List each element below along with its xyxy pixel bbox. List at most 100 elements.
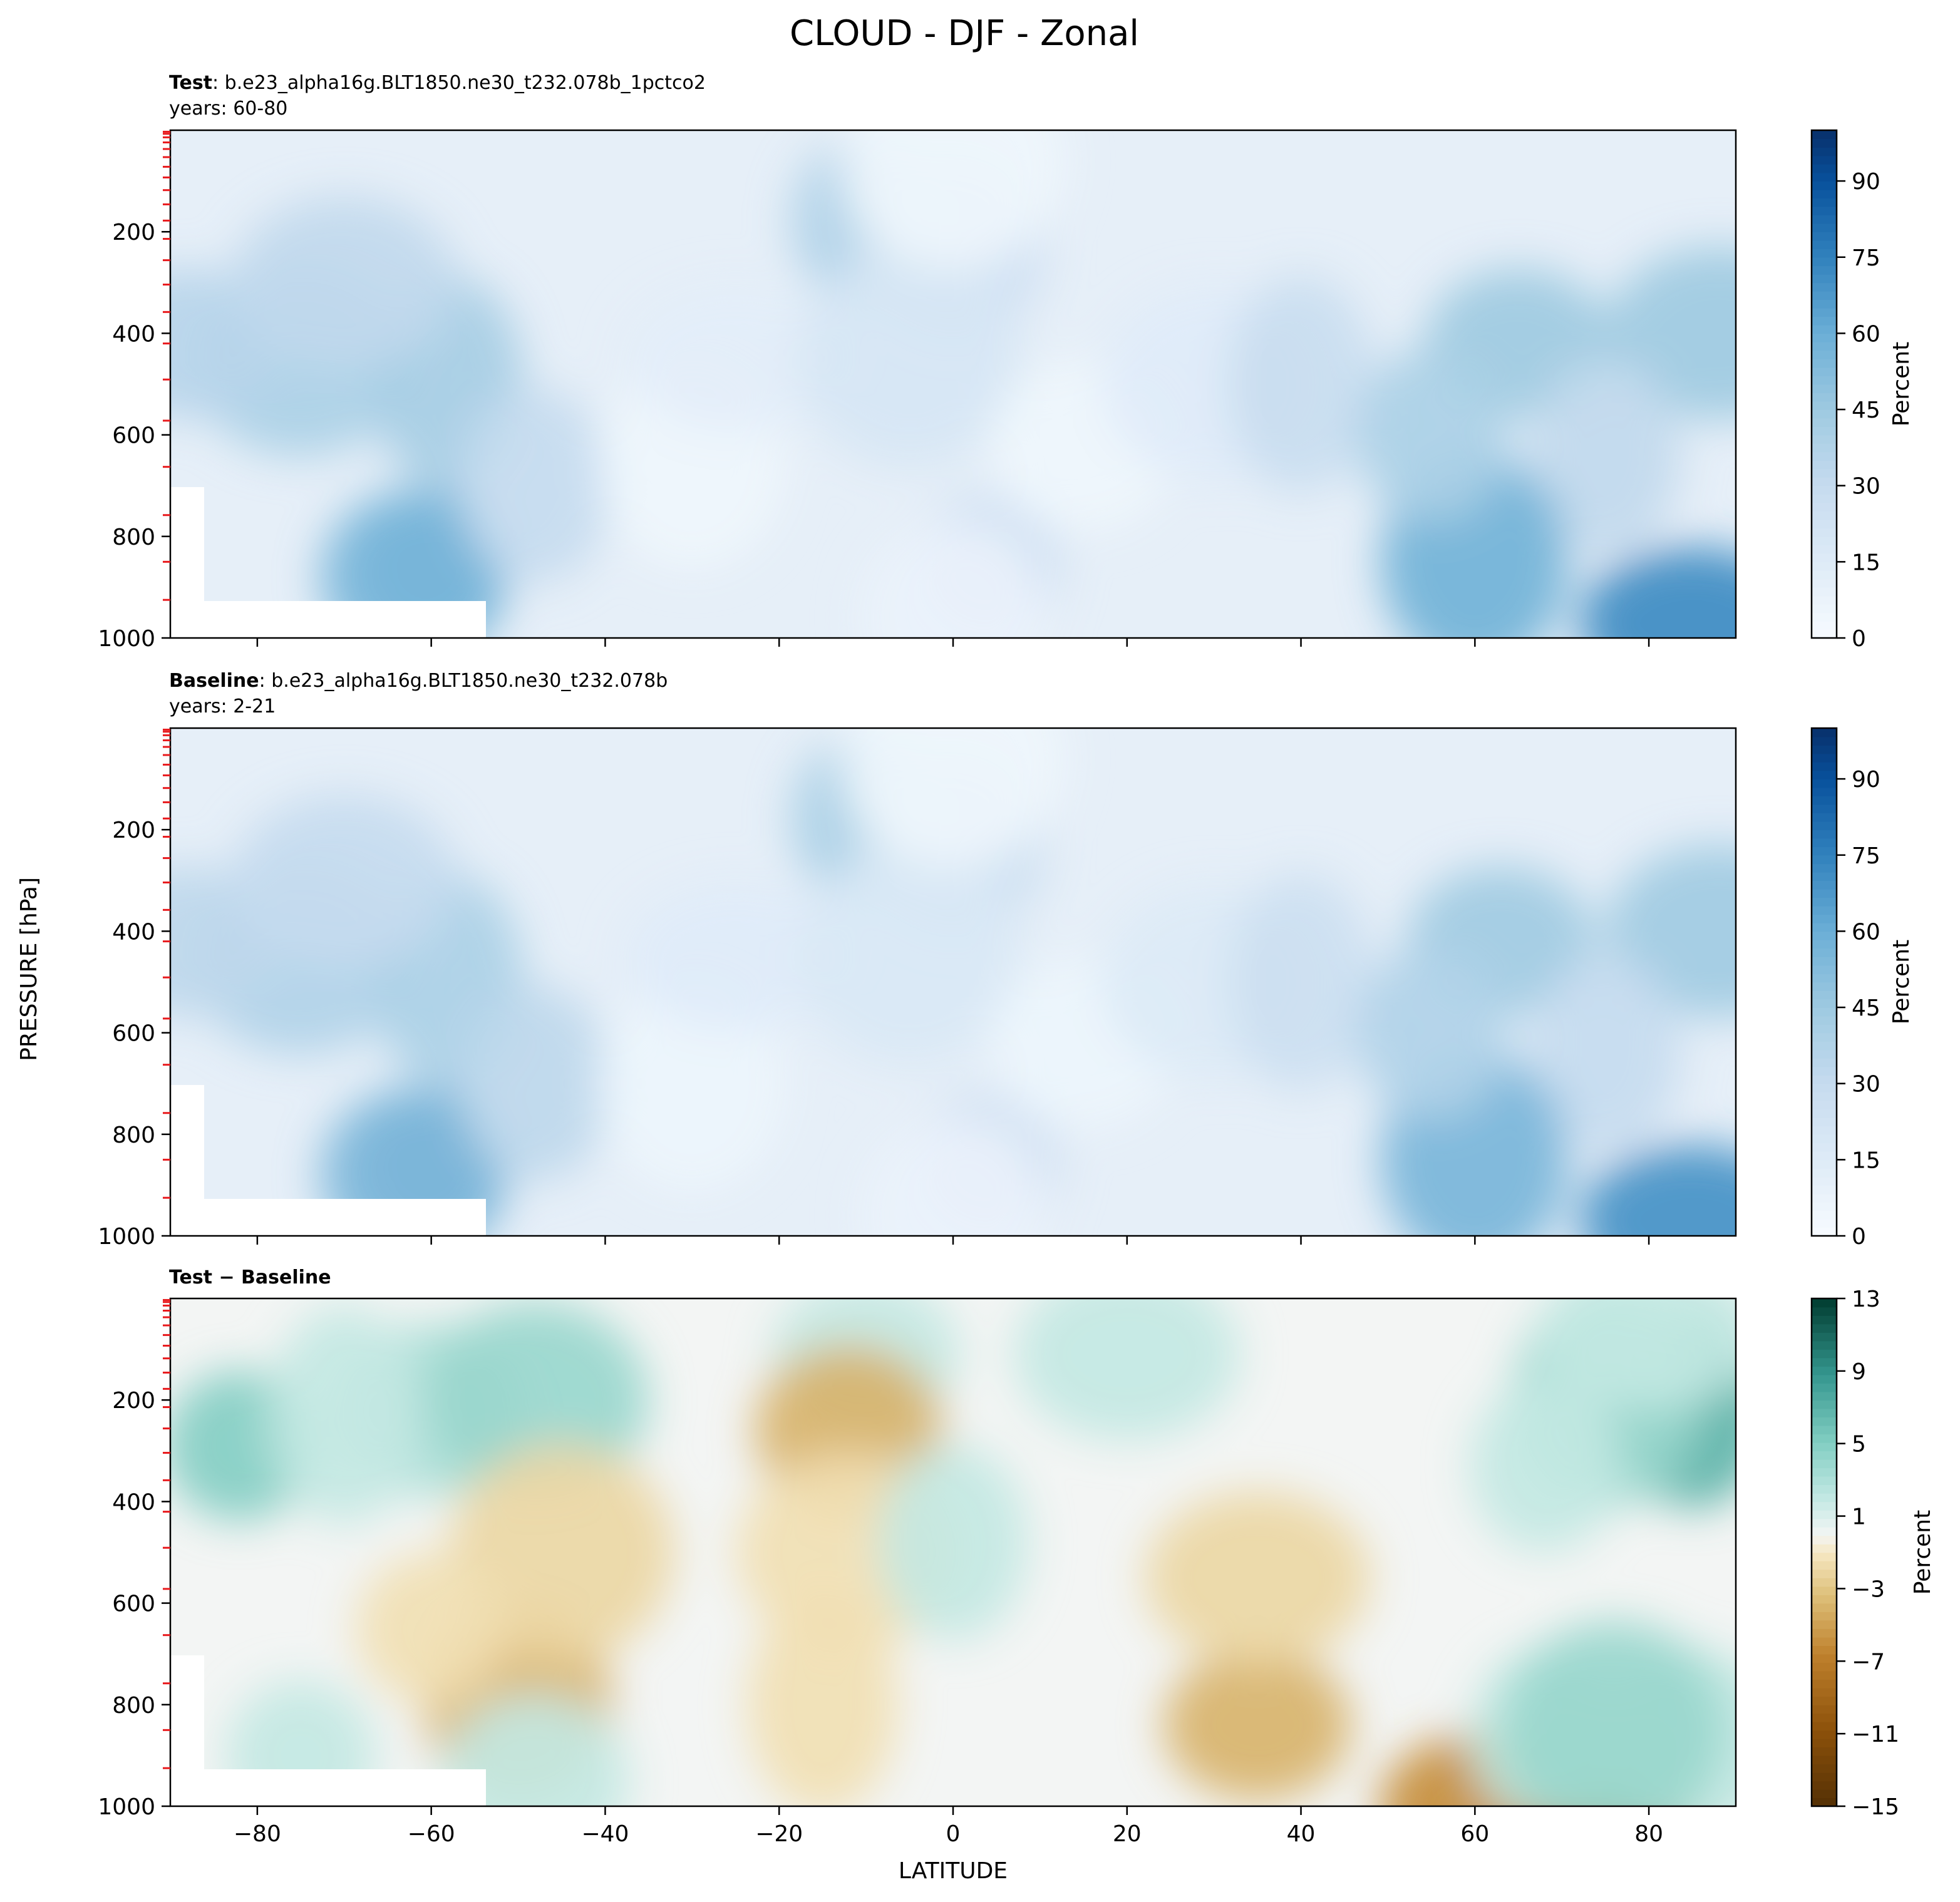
colorbar-segment (1812, 570, 1837, 580)
colorbar-tick-label: 5 (1852, 1432, 1866, 1457)
panel-baseline-axes: 200 400 600 800 1000 (98, 728, 1650, 1250)
colorbar-segment (1812, 1007, 1837, 1017)
y-tick-label: 800 (112, 1123, 155, 1148)
colorbar-segment (1812, 130, 1837, 140)
colorbar-segment (1812, 965, 1837, 974)
x-tick-label: 60 (1460, 1821, 1489, 1847)
panel-baseline-blob (622, 882, 848, 1032)
colorbar-label: Percent (1910, 1510, 1936, 1595)
colorbar-tick-label: 90 (1852, 767, 1880, 793)
colorbar-segment (1812, 1747, 1837, 1756)
colorbar-segment (1812, 299, 1837, 309)
colorbar-tick-label: 9 (1852, 1359, 1866, 1385)
colorbar-segment (1812, 316, 1837, 326)
panel-baseline-blob (1356, 946, 1507, 1119)
colorbar-segment (1812, 206, 1837, 215)
y-tick-label: 800 (112, 525, 155, 550)
y-tick-label: 1000 (98, 1794, 155, 1820)
colorbar-tick-label: 75 (1852, 245, 1880, 271)
colorbar-segment (1812, 897, 1837, 907)
panel-test-title: Test: b.e23_alpha16g.BLT1850.ne30_t232.0… (169, 72, 706, 94)
colorbar-segment (1812, 265, 1837, 275)
colorbar-segment (1812, 1340, 1837, 1350)
colorbar-segment (1812, 1501, 1837, 1511)
colorbar-segment (1812, 1058, 1837, 1067)
colorbar-tick-label: 0 (1852, 1224, 1866, 1250)
colorbar-segment (1812, 215, 1837, 224)
panel-test: Test: b.e23_alpha16g.BLT1850.ne30_t232.0… (98, 72, 1914, 652)
colorbar-segment (1812, 434, 1837, 444)
colorbar-segment (1812, 1109, 1837, 1118)
colorbar-segment (1812, 1201, 1837, 1211)
colorbar-segment (1812, 982, 1837, 991)
panel-test-blob (1530, 357, 1681, 553)
colorbar-segment (1812, 1704, 1837, 1714)
colorbar-segment (1812, 290, 1837, 301)
colorbar-segment (1812, 1408, 1837, 1417)
colorbar-segment (1812, 753, 1837, 763)
colorbar-segment (1812, 1185, 1837, 1195)
colorbar-segment (1812, 333, 1837, 342)
colorbar-tick-label: 1 (1852, 1504, 1866, 1530)
panel-test-blob (797, 250, 1023, 468)
colorbar-segment (1812, 1075, 1837, 1084)
colorbar-segment (1812, 1713, 1837, 1722)
panel-difference-blob (747, 1595, 898, 1806)
colorbar-tick-label: 60 (1852, 321, 1880, 347)
y-tick-label: 200 (112, 818, 155, 843)
panel-baseline-blob (797, 848, 1023, 1066)
colorbar-segment (1812, 350, 1837, 359)
colorbar-segment (1812, 1679, 1837, 1689)
colorbar-segment (1812, 612, 1837, 622)
colorbar-segment (1812, 745, 1837, 754)
colorbar-segment (1812, 181, 1837, 190)
panel-test-blob (859, 520, 1047, 638)
colorbar-segment (1812, 736, 1837, 746)
colorbar-segment (1812, 762, 1837, 771)
colorbar-segment (1812, 880, 1837, 890)
colorbar-segment (1812, 1569, 1837, 1578)
colorbar-segment (1812, 1041, 1837, 1051)
colorbar-tick-label: −11 (1852, 1722, 1899, 1747)
colorbar-segment (1812, 1315, 1837, 1325)
panel-difference-blob (1501, 1621, 1727, 1806)
x-tick-label: 20 (1113, 1821, 1142, 1847)
panel-difference-blob (1536, 1298, 1736, 1409)
panel-baseline-years: years: 2-21 (169, 696, 276, 717)
colorbar-segment (1812, 1645, 1837, 1655)
panel-baseline-blobs (170, 728, 1736, 1236)
panel-test-label-rest: : b.e23_alpha16g.BLT1850.ne30_t232.078b_… (212, 72, 706, 94)
colorbar-segment (1812, 1357, 1837, 1367)
colorbar-segment (1812, 1366, 1837, 1375)
colorbar-segment (1812, 1176, 1837, 1186)
colorbar-segment (1812, 1637, 1837, 1646)
colorbar-segment (1812, 1032, 1837, 1042)
colorbar-segment (1812, 888, 1837, 898)
colorbar-segment (1812, 1509, 1837, 1519)
colorbar-segment (1812, 443, 1837, 453)
panel-baseline-blob (460, 985, 611, 1181)
panel-test-topo-mask (170, 487, 486, 638)
colorbar-segment (1812, 728, 1837, 738)
colorbar-label: Percent (1889, 940, 1914, 1024)
colorbar-tick-label: 45 (1852, 995, 1880, 1021)
colorbar-tick-label: 30 (1852, 474, 1880, 500)
colorbar-segment (1812, 578, 1837, 588)
y-tick-label: 600 (112, 1021, 155, 1047)
colorbar-segment (1812, 502, 1837, 511)
x-tick-label: −20 (755, 1821, 803, 1847)
colorbar-segment (1812, 1015, 1837, 1025)
colorbar-segment (1812, 1738, 1837, 1748)
colorbar-segment (1812, 1298, 1837, 1308)
panel-difference-blob (356, 1553, 507, 1704)
colorbar-segment (1812, 1400, 1837, 1409)
colorbar-frame (1810, 129, 1838, 639)
colorbar-segment (1812, 821, 1837, 830)
colorbar-tick-label: 13 (1852, 1287, 1880, 1312)
colorbar-segment (1812, 198, 1837, 207)
colorbar-segment (1812, 1383, 1837, 1392)
panel-test-field (170, 130, 1736, 638)
colorbar-segment (1812, 341, 1837, 351)
